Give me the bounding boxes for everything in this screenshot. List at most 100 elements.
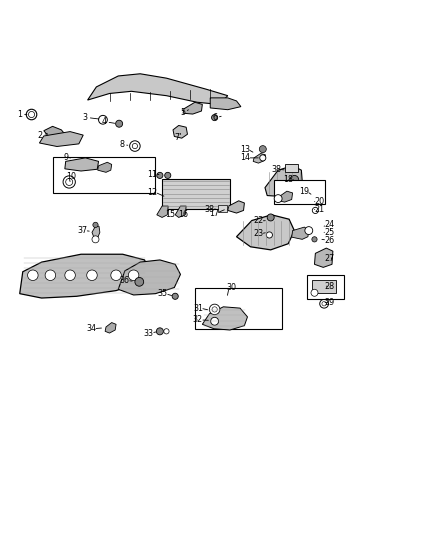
Circle shape (156, 328, 163, 335)
Text: 36: 36 (120, 276, 130, 285)
Polygon shape (173, 125, 187, 138)
Polygon shape (20, 254, 149, 298)
Polygon shape (105, 322, 116, 333)
Circle shape (311, 289, 318, 296)
Polygon shape (118, 260, 180, 295)
Circle shape (322, 302, 326, 306)
Circle shape (87, 270, 97, 280)
Polygon shape (279, 191, 293, 202)
FancyBboxPatch shape (195, 288, 282, 329)
Circle shape (266, 232, 272, 238)
Text: 37: 37 (77, 226, 88, 235)
Polygon shape (39, 132, 83, 147)
Circle shape (93, 222, 98, 228)
Text: 17: 17 (209, 208, 220, 217)
Text: 15: 15 (165, 211, 175, 219)
Circle shape (116, 120, 123, 127)
Text: 34: 34 (86, 324, 96, 333)
Polygon shape (292, 227, 309, 239)
Circle shape (135, 278, 144, 286)
Circle shape (130, 141, 140, 151)
Circle shape (157, 172, 163, 179)
FancyBboxPatch shape (274, 180, 325, 204)
FancyBboxPatch shape (312, 280, 336, 293)
Polygon shape (183, 102, 202, 114)
Text: 35: 35 (158, 289, 168, 298)
Circle shape (274, 195, 282, 203)
Text: 3: 3 (83, 113, 88, 122)
Circle shape (99, 115, 107, 124)
FancyBboxPatch shape (53, 157, 155, 193)
Circle shape (312, 207, 318, 214)
Circle shape (45, 270, 56, 280)
Circle shape (165, 172, 171, 179)
Circle shape (305, 227, 313, 235)
FancyBboxPatch shape (307, 275, 344, 300)
Circle shape (259, 146, 266, 152)
Text: 14: 14 (240, 154, 250, 163)
FancyBboxPatch shape (285, 165, 298, 172)
Text: 19: 19 (299, 187, 310, 196)
Text: 2: 2 (38, 131, 43, 140)
Circle shape (66, 179, 73, 185)
FancyBboxPatch shape (162, 179, 230, 209)
Text: 32: 32 (193, 316, 203, 325)
Text: 30: 30 (226, 283, 236, 292)
Polygon shape (92, 226, 100, 238)
Text: 16: 16 (178, 211, 188, 219)
Polygon shape (202, 307, 247, 330)
Circle shape (312, 237, 317, 242)
Text: 22: 22 (253, 216, 264, 225)
Polygon shape (98, 162, 112, 172)
Circle shape (209, 304, 220, 314)
Polygon shape (265, 166, 302, 197)
Polygon shape (314, 248, 333, 268)
Circle shape (63, 176, 75, 188)
Text: 25: 25 (324, 228, 335, 237)
Circle shape (260, 155, 266, 161)
Circle shape (290, 175, 299, 184)
Text: 5: 5 (180, 108, 186, 117)
Text: 12: 12 (147, 188, 158, 197)
Text: 38: 38 (205, 205, 214, 214)
Circle shape (26, 109, 37, 120)
Text: 8: 8 (119, 140, 124, 149)
Circle shape (212, 115, 218, 120)
Polygon shape (175, 206, 186, 217)
Text: 24: 24 (324, 220, 335, 229)
Text: 6: 6 (212, 113, 217, 122)
Polygon shape (237, 215, 294, 250)
Circle shape (132, 143, 138, 149)
Text: 33: 33 (144, 328, 154, 337)
Circle shape (312, 199, 318, 205)
Circle shape (267, 214, 274, 221)
Polygon shape (228, 201, 244, 213)
Polygon shape (157, 206, 168, 217)
Circle shape (111, 270, 121, 280)
FancyBboxPatch shape (218, 205, 227, 212)
Text: 26: 26 (324, 236, 335, 245)
Circle shape (65, 270, 75, 280)
Circle shape (211, 317, 219, 325)
Polygon shape (210, 98, 241, 110)
Polygon shape (88, 74, 228, 104)
Circle shape (92, 236, 99, 243)
Circle shape (128, 270, 139, 280)
Text: 23: 23 (253, 229, 264, 238)
Circle shape (212, 307, 217, 312)
Text: 31: 31 (193, 304, 203, 313)
Text: 13: 13 (240, 144, 250, 154)
Polygon shape (65, 158, 99, 171)
Text: 1: 1 (17, 110, 22, 119)
Polygon shape (253, 154, 265, 163)
Circle shape (28, 270, 38, 280)
Circle shape (164, 329, 169, 334)
Text: 21: 21 (314, 205, 325, 214)
Text: 4: 4 (102, 117, 107, 126)
Text: 27: 27 (324, 254, 335, 263)
Text: 38: 38 (271, 165, 281, 174)
Text: 28: 28 (324, 282, 335, 290)
Circle shape (172, 293, 178, 300)
Text: 9: 9 (63, 152, 68, 161)
Text: 10: 10 (66, 172, 76, 181)
